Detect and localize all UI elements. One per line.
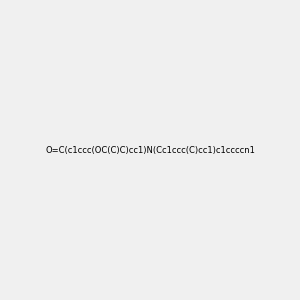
Text: O=C(c1ccc(OC(C)C)cc1)N(Cc1ccc(C)cc1)c1ccccn1: O=C(c1ccc(OC(C)C)cc1)N(Cc1ccc(C)cc1)c1cc… — [45, 146, 255, 154]
